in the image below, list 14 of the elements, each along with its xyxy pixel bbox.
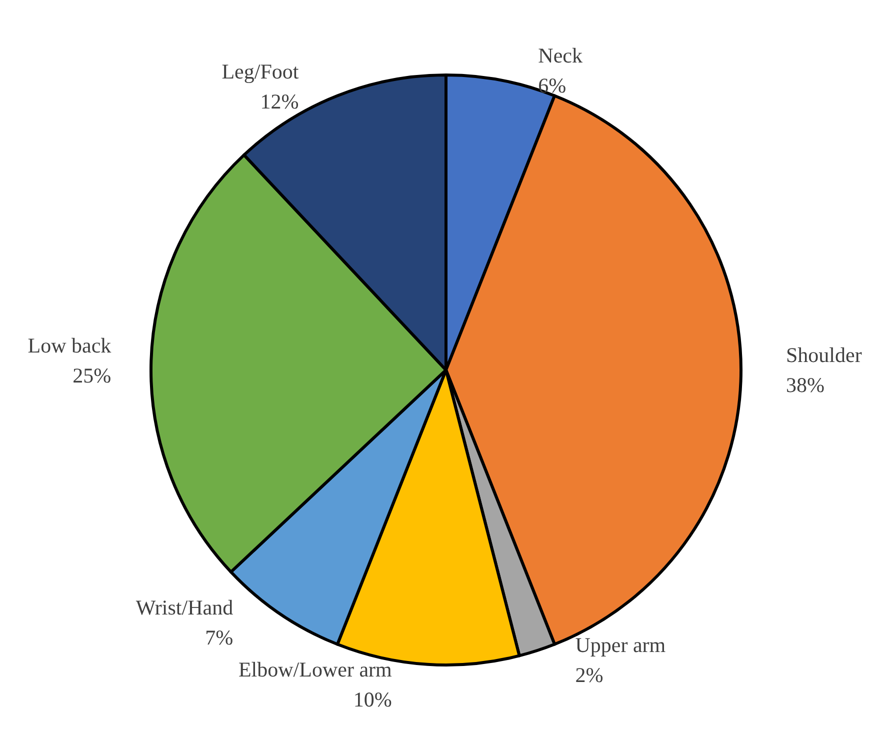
slice-label: Upper arm <box>575 633 666 658</box>
data-label: 6% <box>538 73 566 98</box>
data-label: 10% <box>353 687 392 712</box>
slice-label: Neck <box>538 43 583 68</box>
data-label: 38% <box>786 373 824 397</box>
data-label: 7% <box>205 625 234 650</box>
slice-label: Leg/Foot <box>222 59 299 84</box>
slice-label: Low back <box>28 333 112 358</box>
slice-label: Elbow/Lower arm <box>238 657 392 682</box>
data-label: 12% <box>260 89 299 114</box>
slice-label: Shoulder <box>786 343 862 367</box>
data-label: 2% <box>575 663 604 688</box>
slice-label: Wrist/Hand <box>136 595 234 620</box>
data-label: 25% <box>72 363 112 388</box>
